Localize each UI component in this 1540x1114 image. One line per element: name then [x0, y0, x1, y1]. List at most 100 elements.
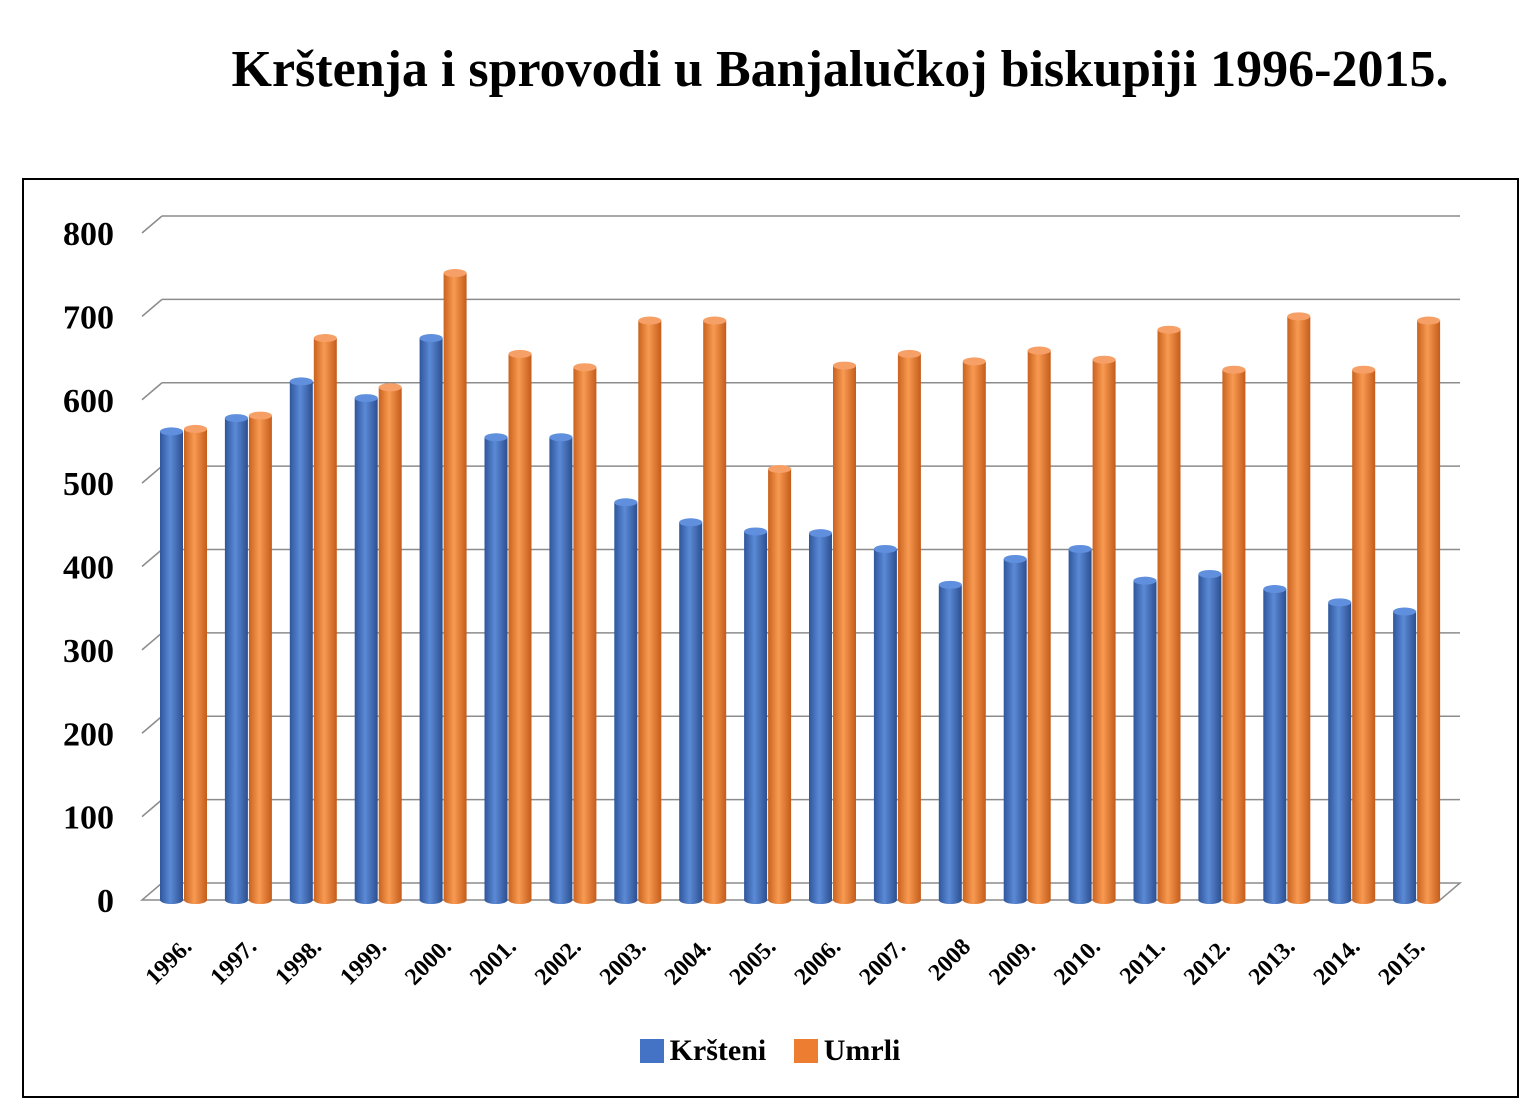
legend-label-umrli: Umrli [823, 1034, 901, 1067]
bar-body [638, 320, 662, 904]
bar-krsteni [1133, 576, 1157, 904]
bar-body [1092, 359, 1116, 905]
x-axis-ticks: 1996. 1997. 1998. 1999. 2000. 2001. 2002. 2003.… [141, 934, 1431, 991]
bar-body [897, 353, 921, 904]
y-tick-label: 100 [63, 800, 114, 837]
bar-top [962, 357, 986, 366]
bar-top [313, 334, 337, 343]
bar-top [1328, 598, 1352, 607]
bar-body [184, 428, 207, 904]
x-tick-label: 2002. [530, 934, 587, 991]
bar-top [1133, 576, 1157, 585]
y-tick-label: 500 [63, 466, 114, 503]
x-tick-label: 2010. [1049, 934, 1106, 991]
bar-umrli [833, 361, 856, 904]
bar-body [1157, 329, 1181, 905]
bar-top [419, 334, 443, 343]
bar-body [768, 468, 792, 904]
x-tick-label: 2007. [855, 934, 912, 991]
bar-body [484, 437, 508, 904]
y-tick-label: 800 [63, 216, 114, 253]
page-title: Krštenja i sprovodi u Banjalučkoj biskup… [231, 41, 1449, 98]
gridline-side [141, 548, 163, 568]
bar-umrli [1157, 325, 1181, 905]
bar-top [1198, 570, 1222, 579]
bar-body [679, 522, 703, 904]
bar-body [1393, 611, 1417, 904]
bar-body [873, 548, 897, 904]
bar-krsteni [873, 544, 897, 904]
bar-body [809, 533, 832, 904]
x-tick-label: 2005. [725, 934, 782, 991]
bar-body [833, 365, 856, 904]
bar-top [378, 383, 402, 392]
bar-top [1417, 316, 1441, 325]
bar-top [768, 464, 792, 473]
bar-umrli [184, 424, 207, 904]
bar-umrli [1417, 316, 1441, 904]
bar-umrli [313, 334, 337, 904]
x-tick-label: 2013. [1244, 934, 1301, 991]
grid-lines [139, 215, 1463, 901]
x-tick-label: 2015. [1374, 934, 1431, 991]
bar-krsteni [679, 518, 703, 904]
bar-body [160, 431, 183, 904]
legend: Kršteni Umrli [0, 1034, 1540, 1071]
gridline-side [141, 632, 163, 651]
bar-top [484, 433, 508, 442]
x-tick-label: 2011. [1115, 934, 1171, 990]
floor-plane [139, 882, 1463, 901]
bar-top [873, 544, 897, 553]
bar-krsteni [1328, 598, 1352, 904]
gridline-side [141, 465, 163, 484]
bar-krsteni [1393, 607, 1417, 904]
bar-top [184, 424, 207, 433]
bar-body [1287, 316, 1311, 904]
x-tick-label: 2006. [790, 934, 847, 991]
bar-umrli [378, 383, 402, 904]
y-tick-label: 200 [63, 716, 114, 753]
y-tick-label: 400 [63, 550, 114, 587]
bar-body [1263, 589, 1287, 904]
gridline-side [141, 298, 163, 317]
x-tick-label: 2014. [1309, 934, 1366, 991]
bar-top [638, 316, 662, 325]
bar-body [224, 418, 248, 904]
gridline-side [141, 382, 163, 401]
bar-top [1393, 607, 1417, 616]
bar-krsteni [1068, 544, 1092, 904]
bar-body [1417, 320, 1441, 904]
bar-umrli [897, 349, 921, 904]
bar-top [614, 498, 638, 507]
bar-body [573, 367, 597, 904]
x-tick-label: 2012. [1179, 934, 1236, 991]
bar-body [378, 387, 402, 904]
bar-top [1003, 554, 1027, 563]
bar-umrli [248, 411, 272, 904]
bar-top [1287, 312, 1311, 321]
bar-umrli [1027, 346, 1051, 905]
bar-body [508, 353, 532, 904]
bar-body [443, 273, 467, 904]
bar-body [1352, 369, 1376, 904]
bar-top [1263, 585, 1287, 594]
y-tick-label: 700 [63, 299, 114, 336]
bar-body [289, 381, 313, 905]
bar-krsteni [1198, 570, 1222, 904]
bar-top [1352, 365, 1376, 374]
bar-umrli [1352, 365, 1376, 904]
x-tick-label: 2001. [465, 934, 522, 991]
bar-top [443, 269, 467, 278]
x-tick-label: 2003. [595, 934, 652, 991]
legend-item-krsteni: Kršteni [639, 1034, 766, 1068]
bar-body [614, 502, 638, 904]
bar-top [897, 349, 921, 358]
gridline-side [141, 215, 163, 234]
bar-body [703, 320, 727, 904]
y-tick-label: 600 [63, 383, 114, 420]
bar-krsteni [549, 433, 573, 904]
bar-top [224, 414, 248, 423]
bar-body [744, 531, 768, 904]
x-tick-label: 1997. [206, 934, 263, 991]
bar-top [248, 411, 272, 420]
